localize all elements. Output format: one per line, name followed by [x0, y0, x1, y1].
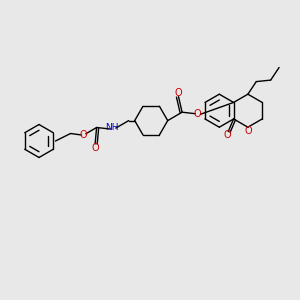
Text: O: O — [175, 88, 182, 98]
Text: NH: NH — [106, 123, 119, 132]
Text: O: O — [224, 130, 231, 140]
Text: O: O — [79, 130, 87, 140]
Text: O: O — [91, 142, 99, 153]
Text: O: O — [194, 109, 202, 119]
Text: O: O — [245, 126, 252, 136]
